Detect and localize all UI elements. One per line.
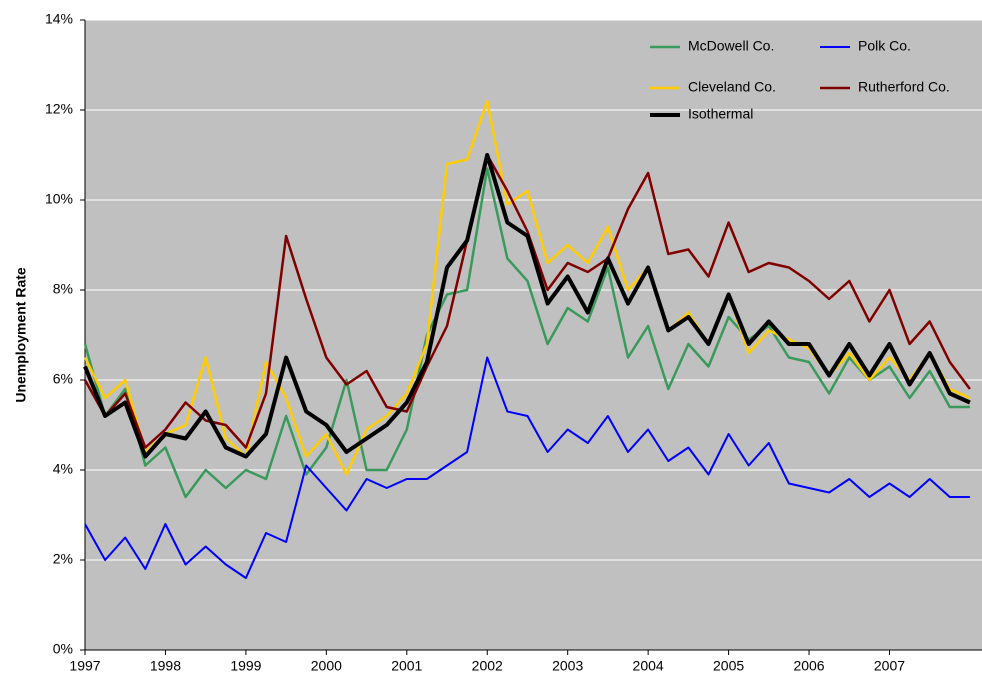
y-tick-label: 6%: [53, 371, 73, 387]
series-line: [83, 153, 971, 459]
legend-label: Cleveland Co.: [688, 79, 776, 95]
y-tick-label: 0%: [53, 641, 73, 657]
legend-label: Isothermal: [688, 106, 753, 122]
x-tick-label: 2007: [874, 658, 905, 674]
y-tick-label: 4%: [53, 461, 73, 477]
x-tick-label: 2001: [391, 658, 422, 674]
series-line: [83, 167, 970, 499]
x-tick-label: 2000: [311, 658, 342, 674]
x-tick-label: 1999: [230, 658, 261, 674]
y-tick-label: 14%: [45, 11, 73, 27]
x-tick-label: 1998: [150, 658, 181, 674]
y-tick-label: 2%: [53, 551, 73, 567]
legend-label: Polk Co.: [858, 38, 911, 54]
legend-label: Rutherford Co.: [858, 79, 950, 95]
x-tick-label: 2003: [552, 658, 583, 674]
series-line: [83, 153, 971, 449]
legend-label: McDowell Co.: [688, 38, 774, 54]
x-tick-label: 2005: [713, 658, 744, 674]
x-tick-label: 2002: [472, 658, 503, 674]
y-tick-label: 10%: [45, 191, 73, 207]
x-tick-label: 1997: [69, 658, 100, 674]
y-tick-label: 8%: [53, 281, 73, 297]
y-axis-label: Unemployment Rate: [13, 267, 29, 403]
x-tick-label: 2006: [793, 658, 824, 674]
x-tick-label: 2004: [633, 658, 664, 674]
series-line: [84, 356, 970, 579]
plot-area: [85, 20, 982, 650]
y-tick-label: 12%: [45, 101, 73, 117]
